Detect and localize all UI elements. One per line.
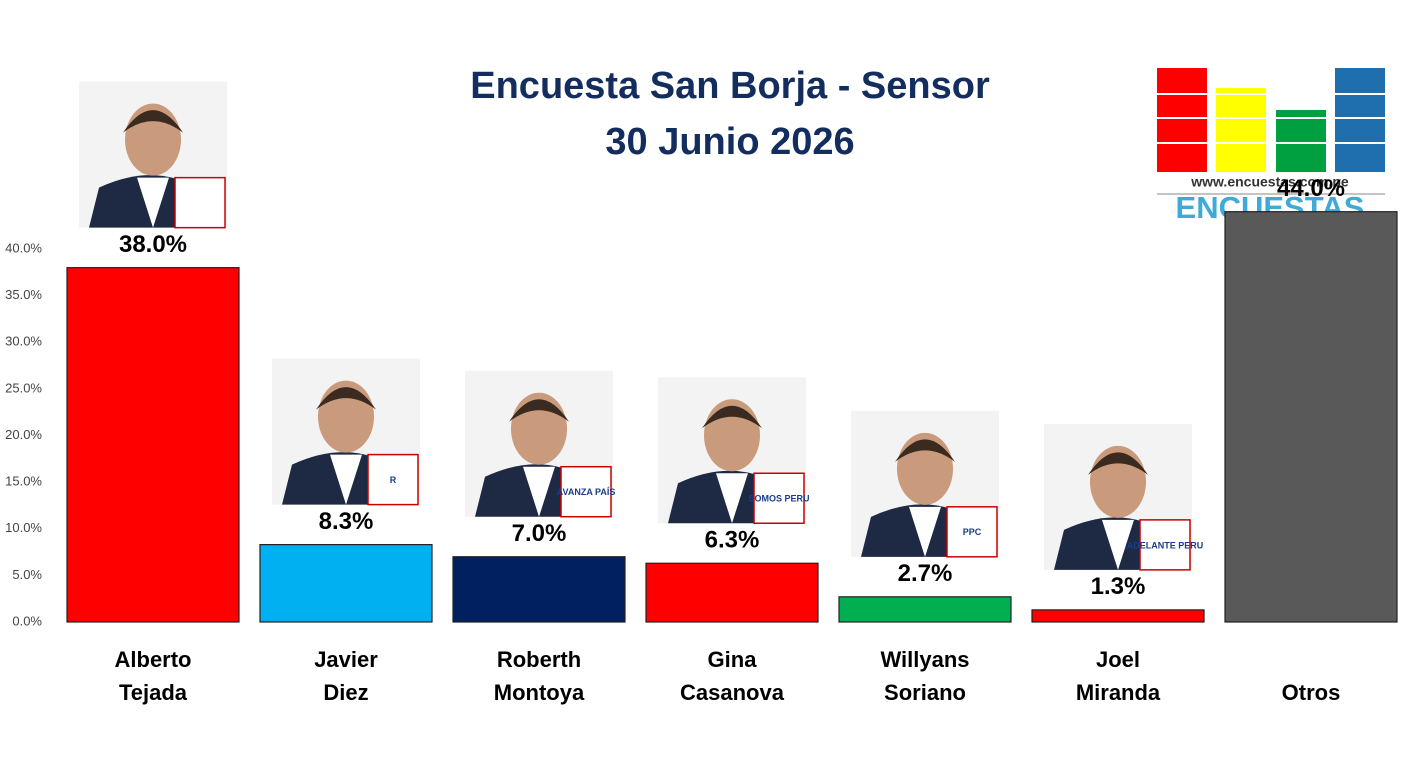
bar (452, 556, 626, 623)
photo-shirt (137, 177, 169, 228)
photo-shirt (1102, 519, 1134, 570)
photo-hair (123, 110, 183, 133)
value-label: 8.3% (319, 508, 374, 535)
party-badge (367, 453, 419, 506)
x-tick-label: Gina Casanova (680, 647, 784, 705)
bar (259, 544, 433, 623)
party-badge-label: SOMOS PERU (748, 494, 809, 504)
party-badge-label: AVANZA PAÍS (557, 487, 616, 497)
y-tick-label: 15.0% (5, 474, 42, 489)
photo-hair (316, 387, 376, 410)
y-tick-label: 5.0% (12, 567, 42, 582)
photo-shirt (330, 454, 362, 505)
candidate-photo: PPC (851, 410, 999, 558)
party-badge (1139, 519, 1191, 571)
value-label: 38.0% (119, 231, 187, 258)
party-badge (753, 472, 805, 525)
x-tick-label: Otros (1281, 680, 1341, 705)
chart-title: Encuesta San Borja - Sensor (470, 65, 990, 107)
y-tick-label: 25.0% (5, 380, 42, 395)
x-tick-label: Roberth Montoya (493, 647, 585, 705)
chart-subtitle: 30 Junio 2026 (605, 121, 854, 163)
candidate-photo: ADELANTE PERU (1044, 423, 1204, 571)
candidate-photo: SOMOS PERU (658, 377, 810, 525)
bar (645, 562, 819, 623)
x-tick-label: Javier Diez (314, 647, 378, 705)
candidate-photo: R (272, 358, 420, 506)
x-tick-label: Joel Miranda (1075, 647, 1161, 705)
party-badge-label: PPC (963, 527, 982, 537)
x-tick-label: Willyans Soriano (880, 647, 970, 705)
candidate-photo (79, 81, 227, 229)
value-label: 7.0% (512, 520, 567, 547)
photo-shirt (909, 506, 941, 557)
party-badge (560, 465, 612, 518)
party-badge (174, 176, 226, 229)
photo-hair (702, 405, 762, 429)
logo-url: www.encuestas.com.pe (1190, 174, 1349, 190)
candidate-photo: AVANZA PAÍS (465, 370, 616, 518)
bar (1031, 609, 1205, 623)
y-tick-label: 20.0% (5, 427, 42, 442)
value-label: 44.0% (1277, 175, 1345, 202)
x-tick-label: Alberto Tejada (114, 647, 192, 705)
party-badge (946, 506, 998, 558)
photo-hair (509, 399, 569, 422)
value-label: 1.3% (1091, 573, 1146, 600)
photo-shirt (523, 466, 555, 517)
y-tick-label: 10.0% (5, 520, 42, 535)
y-tick-label: 35.0% (5, 287, 42, 302)
photo-shirt (716, 473, 748, 524)
party-badge-label: R (390, 475, 397, 485)
photo-hair (1088, 452, 1148, 475)
party-badge-label: ADELANTE PERU (1127, 540, 1204, 550)
bar (66, 267, 240, 623)
y-tick-label: 40.0% (5, 240, 42, 255)
y-tick-label: 0.0% (12, 613, 42, 628)
y-tick-label: 30.0% (5, 334, 42, 349)
bar (838, 596, 1012, 623)
photo-hair (895, 439, 955, 462)
value-label: 2.7% (898, 560, 953, 587)
value-label: 6.3% (705, 527, 760, 554)
bar (1224, 211, 1398, 623)
logo: www.encuestas.com.pe ENCUESTAS (1155, 68, 1387, 225)
